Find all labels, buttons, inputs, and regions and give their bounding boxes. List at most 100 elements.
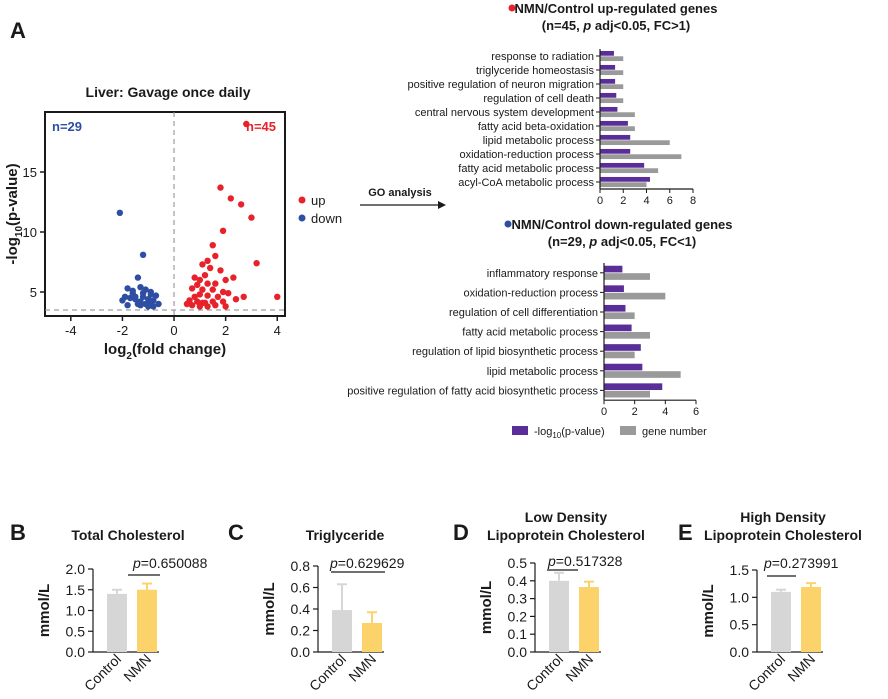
- go-bar-pvalue: [600, 176, 650, 182]
- bar-y-tick-label: 0.5: [66, 623, 86, 639]
- volcano-point-up: [204, 303, 211, 310]
- bar-y-tick-label: 0.8: [291, 558, 311, 574]
- volcano-point-up: [199, 286, 206, 293]
- legend-up-dot: [298, 196, 306, 204]
- panel-c-title: Triglyceride: [306, 527, 385, 543]
- volcano-frame: [44, 111, 286, 317]
- volcano-x-tick-label: 2: [222, 323, 229, 338]
- volcano-y-tick-label: 5: [30, 285, 37, 300]
- volcano-x-tick-label: -4: [65, 323, 77, 338]
- go-down-category-label: oxidation-reduction process: [463, 287, 598, 299]
- panel-label-e: E: [678, 520, 693, 545]
- go-x-tick-label: 4: [643, 195, 649, 207]
- bar-y-tick-label: 0.0: [66, 644, 86, 660]
- volcano-point-up: [191, 293, 198, 300]
- volcano-point-up: [196, 291, 204, 298]
- go-bar-gene-number: [600, 154, 682, 160]
- volcano-point-up: [237, 201, 245, 208]
- panel-b-annotation: p=0.650088: [132, 555, 208, 571]
- volcano-point-up: [217, 267, 224, 274]
- volcano-point-up: [227, 195, 235, 202]
- go-bar-gene-number: [600, 98, 624, 104]
- bar-y-tick-label: 0.5: [508, 555, 528, 571]
- go-x-tick-label: 6: [693, 406, 699, 418]
- volcano-x-tick-label: 0: [170, 323, 177, 338]
- go-bar-pvalue: [600, 106, 618, 112]
- go-up-category-label: triglyceride homeostasis: [476, 65, 594, 77]
- volcano-point-down: [147, 299, 155, 306]
- volcano-x-tick-label: -2: [117, 323, 129, 338]
- volcano-point-down: [134, 274, 142, 281]
- volcano-point-up: [217, 184, 224, 191]
- go-up-header-2: (n=45, p adj<0.05, FC>1): [542, 18, 691, 33]
- volcano-plot: Liver: Gavage once daily -4 -2 0 2 4 5 10 15 n…: [4, 84, 342, 362]
- bar-category-label: NMN: [784, 651, 818, 685]
- volcano-point-down: [124, 285, 131, 292]
- go-legend-gene-swatch: [620, 426, 636, 435]
- volcano-point-up: [191, 274, 198, 281]
- go-x-tick-label: 2: [632, 406, 638, 418]
- volcano-title: Liver: Gavage once daily: [86, 84, 251, 100]
- bar-category-label: Control: [745, 651, 788, 694]
- panel-b-title: Total Cholesterol: [71, 527, 184, 543]
- volcano-point-down: [124, 302, 131, 309]
- volcano-point-up: [243, 120, 250, 128]
- panel-label-d: D: [453, 520, 469, 545]
- go-bar-pvalue: [604, 324, 632, 332]
- volcano-point-up: [204, 257, 211, 264]
- volcano-point-down: [137, 284, 144, 291]
- go-up-category-label: positive regulation of neuron migration: [407, 79, 594, 91]
- go-x-tick-label: 2: [620, 195, 626, 207]
- go-bar-gene-number: [600, 56, 624, 62]
- volcano-point-down: [137, 302, 144, 309]
- bar-category-label: Control: [81, 651, 124, 694]
- go-bar-pvalue: [600, 134, 631, 140]
- bar-y-tick-label: 0.0: [508, 644, 528, 660]
- volcano-point-up: [219, 298, 227, 305]
- bar-control: [107, 593, 127, 652]
- volcano-point-down: [139, 290, 147, 297]
- bar-control: [771, 591, 791, 652]
- volcano-point-up: [209, 286, 216, 293]
- go-down-header-2: (n=29, p adj<0.05, FC<1): [548, 234, 697, 249]
- bar-y-label: mmol/L: [478, 581, 495, 634]
- panel-e-annotation: p=0.273991: [763, 555, 839, 571]
- go-up-category-label: response to radiation: [491, 51, 594, 63]
- go-up-category-label: regulation of cell death: [483, 93, 594, 105]
- volcano-point-down: [116, 209, 124, 216]
- volcano-point-up: [219, 227, 227, 234]
- go-down-category-label: fatty acid metabolic process: [462, 327, 598, 339]
- volcano-point-up: [222, 303, 229, 310]
- volcano-point-up: [194, 281, 201, 288]
- bar-y-tick-label: 1.5: [730, 562, 750, 578]
- go-bar-gene-number: [600, 168, 659, 174]
- volcano-point-up: [219, 288, 227, 296]
- legend-down-dot: [298, 214, 306, 222]
- bar-nmn: [801, 586, 821, 652]
- go-x-tick-label: 0: [597, 195, 603, 207]
- bar-y-label: mmol/L: [36, 584, 53, 637]
- bar-category-label: NMN: [562, 651, 596, 685]
- go-bar-pvalue: [600, 148, 631, 154]
- go-down-header-1: NMN/Control down-regulated genes: [512, 217, 733, 232]
- volcano-point-up: [248, 214, 255, 221]
- volcano-point-down: [126, 294, 134, 302]
- bar-y-label: mmol/L: [700, 584, 717, 637]
- bar-y-tick-label: 1.0: [730, 589, 750, 605]
- volcano-point-up: [196, 276, 204, 284]
- go-down-panel: NMN/Control down-regulated genes (n=29, …: [347, 217, 732, 418]
- go-x-tick-label: 0: [601, 406, 607, 418]
- go-bar-pvalue: [604, 265, 623, 273]
- go-down-category-label: positive regulation of fatty acid biosyn…: [347, 385, 598, 397]
- volcano-point-up: [188, 285, 196, 292]
- bar-y-tick-label: 0.4: [291, 601, 311, 617]
- go-bar-gene-number: [604, 312, 635, 320]
- go-up-category-label: fatty acid metabolic process: [458, 163, 594, 175]
- panel-label-b: B: [10, 520, 26, 545]
- go-down-category-label: lipid metabolic process: [487, 366, 599, 378]
- panel-e-title-2: Lipoprotein Cholesterol: [704, 527, 862, 543]
- volcano-point-up: [222, 276, 229, 284]
- volcano-point-up: [206, 264, 214, 272]
- go-up-header-1: NMN/Control up-regulated genes: [515, 1, 718, 16]
- volcano-point-up: [240, 293, 247, 300]
